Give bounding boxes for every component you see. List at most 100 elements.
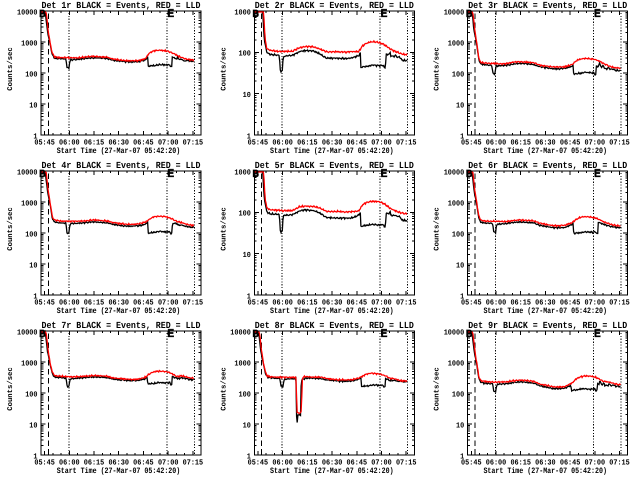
svg-text:06:00: 06:00 bbox=[486, 298, 507, 307]
svg-text:Start Time (27-Mar-07 05:42:20: Start Time (27-Mar-07 05:42:20) bbox=[57, 307, 181, 316]
svg-text:1: 1 bbox=[247, 132, 251, 141]
svg-text:Counts/sec: Counts/sec bbox=[433, 367, 442, 411]
svg-text:07:00: 07:00 bbox=[371, 138, 392, 147]
svg-text:1000: 1000 bbox=[448, 359, 465, 368]
svg-text:B: B bbox=[466, 329, 473, 341]
svg-text:05:45: 05:45 bbox=[34, 298, 55, 307]
svg-text:B: B bbox=[39, 329, 46, 341]
svg-text:Start Time (27-Mar-07 05:42:20: Start Time (27-Mar-07 05:42:20) bbox=[483, 147, 607, 156]
svg-text:B: B bbox=[252, 9, 259, 21]
svg-text:06:15: 06:15 bbox=[510, 138, 531, 147]
svg-text:06:45: 06:45 bbox=[347, 298, 368, 307]
svg-text:06:45: 06:45 bbox=[560, 458, 581, 467]
svg-text:E: E bbox=[594, 7, 601, 21]
svg-text:06:15: 06:15 bbox=[84, 298, 105, 307]
svg-text:100: 100 bbox=[25, 390, 38, 399]
svg-text:06:00: 06:00 bbox=[272, 298, 293, 307]
svg-text:1000: 1000 bbox=[21, 359, 38, 368]
svg-text:1: 1 bbox=[460, 452, 464, 461]
svg-text:Start Time (27-Mar-07 05:42:20: Start Time (27-Mar-07 05:42:20) bbox=[57, 147, 181, 156]
svg-text:1: 1 bbox=[33, 292, 37, 301]
svg-text:1: 1 bbox=[33, 132, 37, 141]
svg-text:10: 10 bbox=[29, 421, 38, 430]
svg-text:06:30: 06:30 bbox=[535, 298, 556, 307]
svg-text:Counts/sec: Counts/sec bbox=[6, 207, 15, 251]
svg-text:E: E bbox=[167, 7, 174, 21]
svg-text:10000: 10000 bbox=[444, 168, 465, 177]
svg-text:1000: 1000 bbox=[234, 168, 251, 177]
svg-text:07:15: 07:15 bbox=[396, 458, 417, 467]
svg-text:06:30: 06:30 bbox=[535, 458, 556, 467]
svg-text:Start Time (27-Mar-07 05:42:20: Start Time (27-Mar-07 05:42:20) bbox=[270, 467, 394, 476]
svg-text:1000: 1000 bbox=[448, 39, 465, 48]
svg-text:10000: 10000 bbox=[17, 168, 38, 177]
svg-text:Start Time (27-Mar-07 05:42:20: Start Time (27-Mar-07 05:42:20) bbox=[483, 467, 607, 476]
svg-text:E: E bbox=[381, 167, 388, 181]
svg-text:Det 8r BLACK = Events, RED = L: Det 8r BLACK = Events, RED = LLD bbox=[255, 320, 414, 331]
svg-text:06:15: 06:15 bbox=[510, 458, 531, 467]
svg-text:06:15: 06:15 bbox=[297, 138, 318, 147]
svg-text:Start Time (27-Mar-07 05:42:20: Start Time (27-Mar-07 05:42:20) bbox=[270, 147, 394, 156]
svg-text:B: B bbox=[466, 9, 473, 21]
svg-text:06:00: 06:00 bbox=[59, 138, 80, 147]
svg-text:05:45: 05:45 bbox=[461, 138, 482, 147]
svg-text:06:30: 06:30 bbox=[322, 458, 343, 467]
svg-text:07:00: 07:00 bbox=[585, 298, 606, 307]
svg-text:1000: 1000 bbox=[234, 359, 251, 368]
svg-text:07:00: 07:00 bbox=[158, 458, 179, 467]
svg-text:1000: 1000 bbox=[21, 39, 38, 48]
svg-text:06:45: 06:45 bbox=[347, 138, 368, 147]
svg-text:06:45: 06:45 bbox=[560, 138, 581, 147]
svg-text:100: 100 bbox=[239, 50, 252, 59]
svg-text:Det 5r BLACK = Events, RED = L: Det 5r BLACK = Events, RED = LLD bbox=[255, 160, 414, 171]
svg-text:B: B bbox=[252, 329, 259, 341]
svg-text:06:30: 06:30 bbox=[322, 298, 343, 307]
svg-text:E: E bbox=[594, 167, 601, 181]
svg-text:100: 100 bbox=[239, 210, 252, 219]
svg-text:05:45: 05:45 bbox=[34, 458, 55, 467]
svg-text:06:30: 06:30 bbox=[108, 458, 129, 467]
svg-text:06:30: 06:30 bbox=[108, 298, 129, 307]
svg-text:1: 1 bbox=[460, 292, 464, 301]
svg-text:100: 100 bbox=[239, 390, 252, 399]
svg-text:05:45: 05:45 bbox=[34, 138, 55, 147]
svg-text:05:45: 05:45 bbox=[248, 138, 269, 147]
svg-text:Counts/sec: Counts/sec bbox=[219, 367, 228, 411]
svg-text:06:00: 06:00 bbox=[486, 458, 507, 467]
svg-text:1: 1 bbox=[247, 292, 251, 301]
svg-text:06:15: 06:15 bbox=[84, 138, 105, 147]
svg-text:07:15: 07:15 bbox=[183, 298, 204, 307]
svg-text:10000: 10000 bbox=[444, 8, 465, 17]
svg-text:05:45: 05:45 bbox=[248, 458, 269, 467]
svg-text:10000: 10000 bbox=[17, 328, 38, 337]
svg-text:Det 3r BLACK = Events, RED = L: Det 3r BLACK = Events, RED = LLD bbox=[468, 0, 627, 11]
svg-text:B: B bbox=[39, 169, 46, 181]
svg-text:E: E bbox=[381, 327, 388, 341]
svg-text:10000: 10000 bbox=[444, 328, 465, 337]
svg-text:06:00: 06:00 bbox=[59, 298, 80, 307]
svg-text:Counts/sec: Counts/sec bbox=[6, 47, 15, 91]
svg-text:05:45: 05:45 bbox=[461, 458, 482, 467]
svg-text:07:15: 07:15 bbox=[609, 298, 630, 307]
svg-text:Start Time (27-Mar-07 05:42:20: Start Time (27-Mar-07 05:42:20) bbox=[270, 307, 394, 316]
svg-text:06:30: 06:30 bbox=[322, 138, 343, 147]
svg-text:10: 10 bbox=[243, 421, 252, 430]
svg-text:Det 9r BLACK = Events, RED = L: Det 9r BLACK = Events, RED = LLD bbox=[468, 320, 627, 331]
svg-text:06:45: 06:45 bbox=[347, 458, 368, 467]
svg-text:10: 10 bbox=[243, 91, 252, 100]
svg-text:10: 10 bbox=[29, 101, 38, 110]
svg-text:07:15: 07:15 bbox=[609, 138, 630, 147]
svg-text:E: E bbox=[167, 327, 174, 341]
svg-text:06:45: 06:45 bbox=[133, 298, 154, 307]
svg-text:06:15: 06:15 bbox=[84, 458, 105, 467]
svg-text:Det 7r BLACK = Events, RED = L: Det 7r BLACK = Events, RED = LLD bbox=[42, 320, 201, 331]
svg-text:E: E bbox=[167, 167, 174, 181]
svg-text:07:15: 07:15 bbox=[396, 298, 417, 307]
svg-text:06:45: 06:45 bbox=[133, 458, 154, 467]
svg-text:07:00: 07:00 bbox=[585, 458, 606, 467]
svg-text:10: 10 bbox=[456, 261, 465, 270]
svg-text:100: 100 bbox=[25, 230, 38, 239]
svg-text:06:45: 06:45 bbox=[133, 138, 154, 147]
svg-text:1: 1 bbox=[247, 452, 251, 461]
svg-text:Det 1r BLACK = Events, RED = L: Det 1r BLACK = Events, RED = LLD bbox=[42, 0, 201, 11]
